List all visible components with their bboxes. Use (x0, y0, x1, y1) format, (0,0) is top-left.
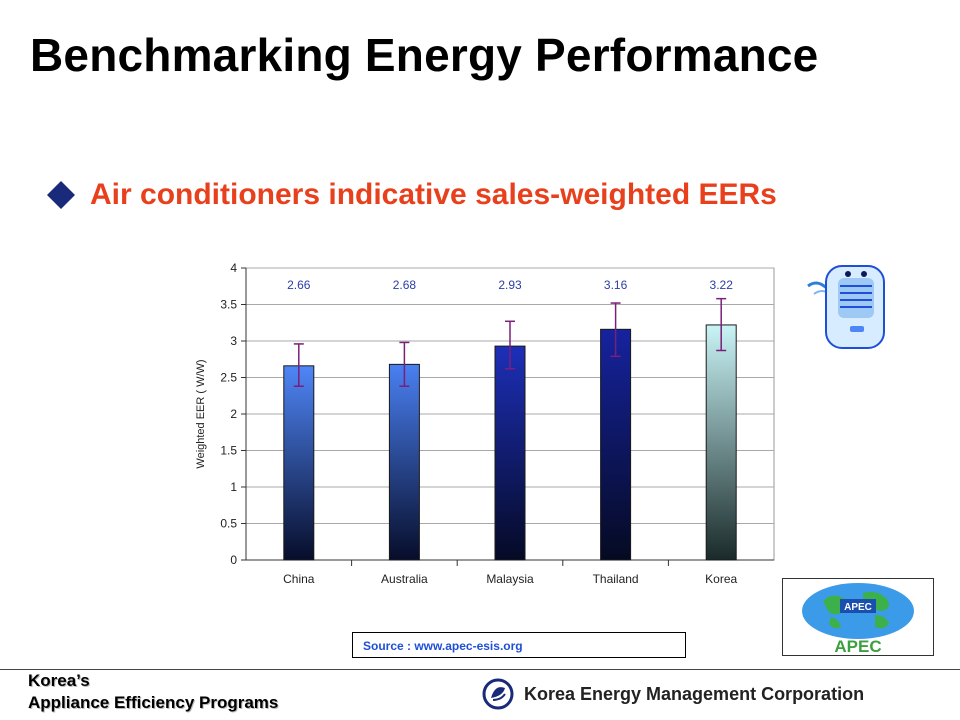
bar (283, 365, 315, 561)
data-label: 2.93 (498, 278, 522, 292)
kemco-logo-icon (482, 678, 514, 710)
bar (388, 363, 420, 561)
x-tick-label: China (283, 572, 315, 586)
y-tick-label: 0 (230, 553, 237, 567)
bar (600, 328, 632, 561)
data-label: 3.16 (604, 278, 628, 292)
y-tick-label: 3 (230, 334, 237, 348)
footer-org: Korea Energy Management Corporation (482, 678, 864, 710)
y-tick-label: 4 (230, 261, 237, 275)
bar (705, 324, 737, 561)
footer-divider (0, 669, 960, 670)
y-axis-title: Weighted EER ( W/W) (195, 359, 207, 468)
y-tick-label: 2 (230, 407, 237, 421)
apec-logo: APEC APEC (782, 578, 934, 656)
footer-line-1: Korea’s (28, 671, 90, 690)
apec-globe-icon: APEC APEC (802, 583, 914, 656)
data-label: 2.68 (393, 278, 417, 292)
y-tick-label: 2.5 (220, 371, 237, 385)
footer-line-2: Appliance Efficiency Programs (28, 693, 279, 712)
page-title: Benchmarking Energy Performance (30, 29, 819, 81)
x-tick-label: Malaysia (486, 572, 534, 586)
x-tick-label: Australia (381, 572, 428, 586)
bullet-item: Air conditioners indicative sales-weight… (46, 178, 777, 212)
y-tick-label: 1.5 (220, 444, 237, 458)
data-label: 2.66 (287, 278, 311, 292)
x-tick-label: Korea (705, 572, 737, 586)
y-tick-label: 3.5 (220, 298, 237, 312)
apec-logo-text: APEC (844, 602, 872, 613)
footer-program-label: Korea’s Appliance Efficiency Programs (28, 670, 278, 714)
y-tick-label: 1 (230, 480, 237, 494)
air-conditioner-icon (807, 265, 885, 349)
x-tick-label: Thailand (593, 572, 639, 586)
diamond-bullet-icon (47, 181, 75, 209)
y-tick-label: 0.5 (220, 517, 237, 531)
chart-canvas: 0 0.5 1 1.5 2 2.5 3 3.5 4 Weighted EER ( W/W) 2.66… (195, 261, 775, 586)
bar (494, 345, 526, 561)
org-name: Korea Energy Management Corporation (524, 683, 865, 704)
bullet-text: Air conditioners indicative sales-weight… (90, 178, 777, 211)
apec-logo-caption: APEC (834, 637, 881, 655)
eer-bar-chart: 0 0.5 1 1.5 2 2.5 3 3.5 4 Weighted EER ( W/W) 2.66… (188, 250, 788, 595)
data-label: 3.22 (710, 278, 734, 292)
source-note: Source : www.apec-esis.org (352, 632, 686, 658)
